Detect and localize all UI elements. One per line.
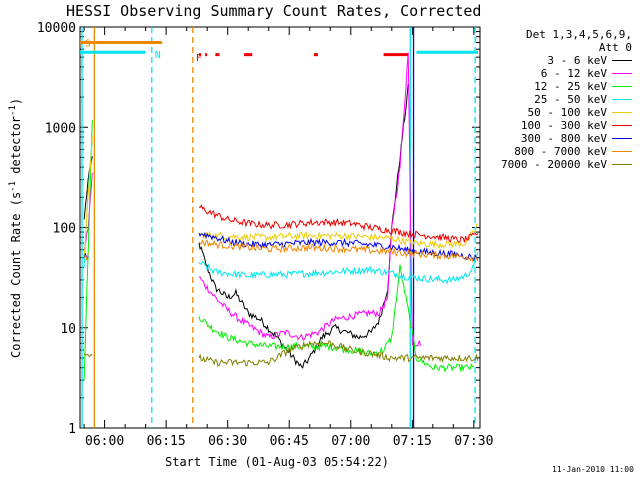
flag-letter: S: [85, 39, 91, 50]
legend-swatch: [612, 151, 632, 152]
legend-swatch: [612, 125, 632, 126]
legend-entries: 3 - 6 keV 6 - 12 keV 12 - 25 keV 25 - 50 ke…: [484, 54, 632, 171]
series-line-1: [83, 52, 421, 347]
flag-letter: F: [196, 53, 202, 64]
legend-entry: 100 - 300 keV: [484, 119, 632, 132]
legend-entry: 3 - 6 keV: [484, 54, 632, 67]
x-tick-label: 06:15: [147, 434, 186, 449]
series-line-4: [83, 135, 479, 258]
legend-swatch: [612, 99, 632, 100]
legend-entry: 12 - 25 keV: [484, 80, 632, 93]
legend-entry: 7000 - 20000 keV: [484, 158, 632, 171]
timestamp: 11-Jan-2010 11:00: [552, 465, 634, 474]
x-tick-label: 06:30: [208, 434, 247, 449]
legend-swatch: [612, 60, 632, 61]
legend-entry-label: 6 - 12 keV: [540, 67, 607, 80]
legend-entry-label: 800 - 7000 keV: [514, 145, 607, 158]
chart-title: HESSI Observing Summary Count Rates, Cor…: [66, 2, 482, 20]
series-line-5: [198, 204, 479, 243]
legend-entry: 800 - 7000 keV: [484, 145, 632, 158]
legend-swatch: [612, 138, 632, 139]
y-axis-label-main: Corrected Count Rate (s: [9, 191, 23, 358]
legend-entry-label: 12 - 25 keV: [534, 80, 607, 93]
y-tick-label: 10: [60, 322, 76, 337]
x-tick-label: 07:30: [454, 434, 493, 449]
legend: Det 1,3,4,5,6,9, Att 0 3 - 6 keV 6 - 12 k…: [484, 28, 632, 171]
legend-entry: 25 - 50 keV: [484, 93, 632, 106]
legend-swatch: [612, 73, 632, 74]
legend-header-attenuator: Att 0: [598, 41, 632, 54]
x-tick-label: 07:15: [393, 434, 432, 449]
legend-entry: 300 - 800 keV: [484, 132, 632, 145]
legend-swatch: [612, 164, 632, 165]
series-line-6: [83, 231, 479, 262]
y-tick-label: 1: [68, 422, 76, 437]
x-tick-label: 06:45: [270, 434, 309, 449]
legend-entry-label: 25 - 50 keV: [534, 93, 607, 106]
legend-header-detectors: Det 1,3,4,5,6,9,: [526, 28, 632, 41]
y-tick-label: 1000: [45, 121, 76, 136]
legend-entry: 50 - 100 keV: [484, 106, 632, 119]
y-axis-label-mid: detector: [9, 115, 23, 181]
legend-entry-label: 50 - 100 keV: [527, 106, 607, 119]
series-line-7: [83, 239, 479, 263]
legend-entry-label: 300 - 800 keV: [520, 132, 607, 145]
legend-swatch: [612, 112, 632, 113]
legend-entry-label: 7000 - 20000 keV: [501, 158, 607, 171]
y-axis-label-end: ): [9, 97, 23, 106]
legend-entry: 6 - 12 keV: [484, 67, 632, 80]
y-axis-label-sup2: -1: [8, 105, 18, 116]
series-line-3: [83, 141, 479, 285]
x-tick-label: 06:00: [85, 434, 124, 449]
y-tick-label: 10000: [37, 21, 76, 36]
flag-letter: N: [155, 50, 161, 61]
y-tick-label: 100: [53, 222, 76, 237]
y-axis-label: Corrected Count Rate (s-1 detector-1): [4, 97, 23, 358]
legend-entry-label: 100 - 300 keV: [520, 119, 607, 132]
y-axis-label-sup1: -1: [8, 180, 18, 192]
x-tick-label: 07:00: [331, 434, 370, 449]
legend-swatch: [612, 86, 632, 87]
series-line-8: [83, 340, 479, 367]
x-axis-label: Start Time (01-Aug-03 05:54:22): [165, 455, 389, 469]
legend-entry-label: 3 - 6 keV: [547, 54, 607, 67]
